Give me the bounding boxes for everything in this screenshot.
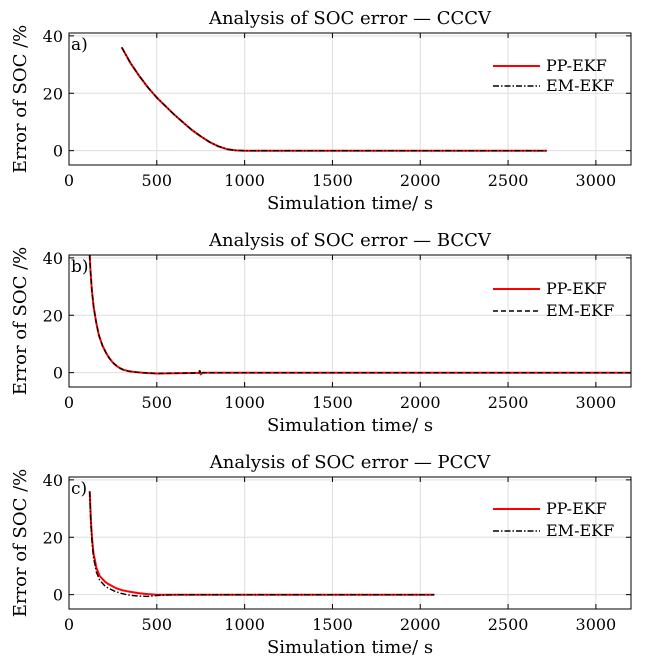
plot-area [69, 33, 631, 165]
x-axis-label: Simulation time/ s [267, 637, 433, 658]
x-tick-label: 2000 [400, 615, 441, 634]
panel-label: b) [71, 257, 89, 277]
x-tick-label: 3000 [576, 615, 617, 634]
axes-frame [68, 32, 632, 166]
x-tick-label: 2000 [400, 393, 441, 412]
y-tick-label: 0 [53, 586, 63, 605]
x-axis-label: Simulation time/ s [267, 415, 433, 436]
x-tick-label: 1500 [312, 393, 353, 412]
legend-label-em-ekf: EM-EKF [546, 76, 614, 95]
legend: PP-EKF EM-EKF [493, 499, 614, 540]
axes-frame [68, 476, 632, 610]
y-axis-label: Error of SOC /% [10, 25, 31, 173]
y-tick-label: 40 [43, 27, 63, 46]
x-tick-label: 2500 [488, 393, 529, 412]
plot-area [69, 255, 631, 387]
chart-panel-2: 0 500 1000 1500 2000 2500 3000 0 20 40 b) Analysis … [10, 230, 632, 436]
legend-label-pp-ekf: PP-EKF [546, 499, 607, 518]
y-tick-label: 0 [53, 364, 63, 383]
x-tick-label: 0 [64, 615, 74, 634]
legend-label-em-ekf: EM-EKF [546, 521, 614, 540]
chart-panel-1: 0 500 1000 1500 2000 2500 3000 0 20 40 a) Analysis … [10, 8, 632, 214]
x-tick-label: 2500 [488, 171, 529, 190]
x-tick-label: 1000 [224, 615, 265, 634]
x-tick-label: 2000 [400, 171, 441, 190]
y-tick-label: 40 [43, 471, 63, 490]
x-tick-label: 1000 [224, 393, 265, 412]
y-tick-label: 20 [43, 528, 63, 547]
x-tick-label: 0 [64, 171, 74, 190]
x-tick-label: 3000 [576, 171, 617, 190]
y-tick-label: 0 [53, 142, 63, 161]
panel-label: c) [71, 479, 87, 499]
x-tick-label: 3000 [576, 393, 617, 412]
x-axis-label: Simulation time/ s [267, 193, 433, 214]
chart-title: Analysis of SOC error — CCCV [208, 8, 492, 29]
series-line-em-ekf [89, 254, 631, 376]
x-tick-label: 1500 [312, 615, 353, 634]
y-tick-label: 20 [43, 306, 63, 325]
legend-label-pp-ekf: PP-EKF [546, 279, 607, 298]
axes-frame [68, 254, 632, 388]
x-tick-label: 1000 [224, 171, 265, 190]
y-axis-label: Error of SOC /% [10, 247, 31, 395]
y-axis-label: Error of SOC /% [10, 469, 31, 617]
x-tick-label: 0 [64, 393, 74, 412]
plot-area [69, 477, 631, 609]
chart-title: Analysis of SOC error — PCCV [209, 452, 491, 473]
panel-label: a) [71, 35, 88, 55]
y-tick-label: 40 [43, 249, 63, 268]
x-tick-label: 500 [142, 393, 173, 412]
chart-panel-3: 0 500 1000 1500 2000 2500 3000 0 20 40 c) Analysis … [10, 452, 632, 658]
chart-title: Analysis of SOC error — BCCV [208, 230, 492, 251]
x-tick-label: 500 [142, 615, 173, 634]
series-line-em-ekf [121, 46, 547, 152]
y-tick-label: 20 [43, 84, 63, 103]
x-tick-label: 1500 [312, 171, 353, 190]
x-tick-label: 2500 [488, 615, 529, 634]
legend-label-pp-ekf: PP-EKF [546, 56, 607, 75]
x-tick-label: 500 [142, 171, 173, 190]
legend: PP-EKF EM-EKF [493, 279, 614, 320]
series-line-em-ekf [89, 491, 435, 598]
legend-label-em-ekf: EM-EKF [546, 301, 614, 320]
